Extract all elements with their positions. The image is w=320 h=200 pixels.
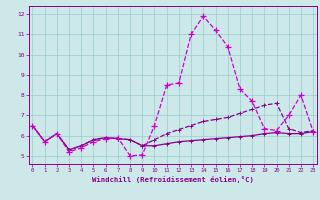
- X-axis label: Windchill (Refroidissement éolien,°C): Windchill (Refroidissement éolien,°C): [92, 176, 254, 183]
